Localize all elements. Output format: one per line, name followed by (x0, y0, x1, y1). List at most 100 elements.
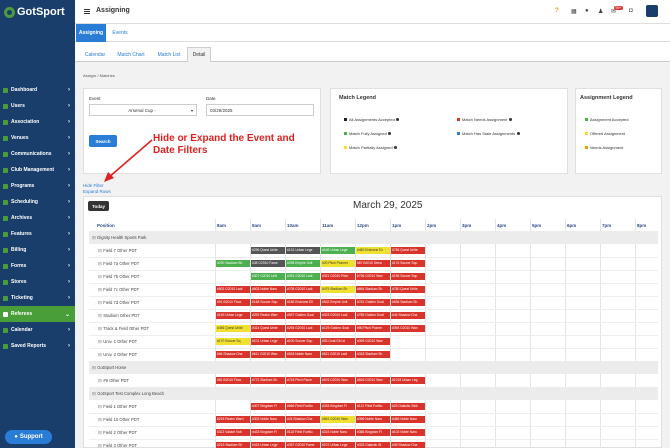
match-block[interactable]: #44 Shadow Cha (391, 312, 425, 319)
collapse-toggle-icon[interactable]: ⊟ (98, 429, 102, 435)
match-block[interactable]: #780 Quest Unite (391, 286, 425, 293)
field-name[interactable]: ⊟ Stadium Other PDT (98, 309, 140, 322)
hide-filter-link[interactable]: Hide Filter (83, 183, 104, 188)
collapse-toggle-icon[interactable]: ⊟ (98, 403, 102, 409)
field-name[interactable]: ⊟ Field 1 Other PDT (98, 400, 137, 413)
sidebar-item-club-management[interactable]: Club Management › (0, 162, 75, 178)
match-block[interactable]: #91 B2010 Floor (216, 299, 250, 306)
sidebar-item-scheduling[interactable]: Scheduling › (0, 194, 75, 210)
sidebar-item-users[interactable]: Users › (0, 98, 75, 114)
match-block[interactable]: #101 Urban Lege (251, 338, 285, 345)
field-name[interactable]: ⊟ #9 Other PDT (98, 374, 129, 387)
field-name[interactable]: ⊟ Field 2 Other PDT (98, 426, 137, 439)
search-button[interactable]: Search (89, 135, 117, 147)
tab-match-list[interactable]: Match List (157, 51, 181, 58)
field-name[interactable]: ⊟ Field 7b Other PDT (98, 270, 139, 283)
match-block[interactable]: #213 Stadium Sh (216, 442, 250, 448)
match-block[interactable]: #632 Empire Unit (321, 299, 355, 306)
match-block[interactable]: #761 Golden Goal (356, 299, 390, 306)
grid-icon[interactable]: ▦ (571, 9, 577, 15)
chat-icon[interactable]: ◘ (629, 8, 633, 14)
collapse-toggle-icon[interactable]: ⊟ (98, 416, 102, 422)
match-block[interactable]: #736 G2010 Wan (356, 273, 390, 280)
match-block[interactable]: #186 Endzone Ell (286, 299, 320, 306)
sidebar-item-saved-reports[interactable]: Saved Reports › (0, 338, 75, 354)
collapse-toggle-icon[interactable]: ⊟ (98, 299, 102, 305)
match-block[interactable]: #294 G2010 Ladi (286, 325, 320, 332)
match-block[interactable]: #816 G2010 Wan (356, 377, 390, 384)
match-block[interactable]: #155 Soccer Squ (391, 273, 425, 280)
match-block[interactable]: #292 Realm Warr (251, 312, 285, 319)
match-block[interactable]: #112 Field Fortitu (356, 403, 390, 410)
match-block[interactable]: #415 Urban Lege (251, 442, 285, 448)
collapse-toggle-icon[interactable]: ⊟ (98, 338, 102, 344)
date-input[interactable]: 03/29/2025 (206, 104, 314, 116)
match-block[interactable]: #537 Golden Goal (286, 312, 320, 319)
sidebar-item-dashboard[interactable]: Dashboard › (0, 82, 75, 98)
match-block[interactable]: #103 Noble Naru (391, 429, 425, 436)
collapse-toggle-icon[interactable]: ⊟ (98, 286, 102, 292)
event-select[interactable]: Arsenal Cup - ▾ (89, 104, 197, 116)
field-name[interactable]: ⊟ Track & Field Other PDT (98, 322, 149, 335)
match-block[interactable]: #511 G2010 Ladi (321, 351, 355, 358)
hamburger-menu-icon[interactable] (84, 9, 90, 14)
match-block[interactable]: #168 Soccer Squ (251, 299, 285, 306)
match-block[interactable]: #251 G2010 Ladi (286, 273, 320, 280)
info-icon[interactable] (508, 118, 512, 121)
field-name[interactable]: ⊟ Field 3 Other PDT (98, 439, 137, 448)
match-block[interactable]: #314 Quest Unite (251, 325, 285, 332)
field-name[interactable]: ⊟ Field 7c Other PDT (98, 283, 139, 296)
match-block[interactable]: #765 Golden Goal (356, 312, 390, 319)
match-block[interactable]: #303 Noble Naru (251, 416, 285, 423)
mail-icon[interactable]: ✉ (611, 9, 617, 15)
info-icon[interactable] (396, 118, 400, 121)
match-block[interactable]: #290 Stadium Sh (216, 260, 250, 267)
match-block[interactable]: #170 Soccer Sq (216, 338, 250, 345)
sidebar-item-association[interactable]: Association › (0, 114, 75, 130)
match-block[interactable]: #456 Quest Unite (216, 325, 250, 332)
user-icon[interactable]: ● (585, 8, 589, 14)
sidebar-item-programs[interactable]: Programs › (0, 178, 75, 194)
field-name[interactable]: ⊟ Field 7d Other PDT (98, 296, 139, 309)
match-block[interactable]: #433 Kingdom Fl (251, 429, 285, 436)
match-block[interactable]: #64 Shadow Cha (216, 351, 250, 358)
field-name[interactable]: ⊟ Field 10 Other PDT (98, 413, 139, 426)
collapse-toggle-icon[interactable]: ⊟ (98, 377, 102, 383)
match-block[interactable]: #100 Soccer Squ (286, 338, 320, 345)
match-block[interactable]: #24 Shadow Cha (286, 416, 320, 423)
match-block[interactable]: #118 Field Fortitu (286, 429, 320, 436)
match-block[interactable]: #399 G2010 Wan (356, 338, 390, 345)
sidebar-item-communications[interactable]: Communications › (0, 146, 75, 162)
sidebar-item-calendar[interactable]: Calendar › (0, 322, 75, 338)
match-block[interactable]: #603 Noble Naru (251, 286, 285, 293)
venue-name[interactable]: ⊟ GotSport Home (92, 361, 126, 374)
match-block[interactable]: #313 Valiant Vult (216, 429, 250, 436)
help-icon[interactable]: ? (555, 8, 559, 14)
support-button[interactable]: ● Support (5, 430, 52, 444)
match-block[interactable]: #315 G2010 Ladi (321, 312, 355, 319)
match-block[interactable]: #664 Stadium Sh (356, 286, 390, 293)
match-block[interactable]: #67 B2010 Strea (356, 260, 390, 267)
match-block[interactable]: #23 Galactic Strik (391, 403, 425, 410)
match-block[interactable]: #20 Pitch Pioneer (321, 260, 355, 267)
today-button[interactable]: Today (88, 201, 109, 211)
match-block[interactable]: #433 Kingdom Fl (321, 403, 355, 410)
match-block[interactable]: #394 G2010 Wan (391, 325, 425, 332)
tab-assigning[interactable]: Assigning (76, 24, 106, 42)
field-name[interactable]: ⊟ Univ. 1 Other PDT (98, 335, 137, 348)
gotsport-logo[interactable]: GotSport (4, 4, 65, 20)
match-block[interactable]: #611 G2010 Wan (251, 351, 285, 358)
match-block[interactable]: #296 Quest Unite (251, 247, 285, 254)
match-block[interactable]: #479 Stadium Sh (321, 286, 355, 293)
match-block[interactable]: #1015 Urban Leg (391, 377, 425, 384)
match-block[interactable]: #131 Urban Lege (286, 247, 320, 254)
match-block[interactable]: #366 Kingdom Fl (356, 429, 390, 436)
match-block[interactable]: #708 G2010 Ladi (286, 286, 320, 293)
field-name[interactable]: ⊟ Univ. 2 Other PDT (98, 348, 137, 361)
collapse-toggle-icon[interactable]: ⊟ (92, 390, 96, 396)
people-icon[interactable]: ♟ (598, 9, 604, 15)
match-block[interactable]: #561 G2010 Wan (321, 416, 355, 423)
match-block[interactable]: #502 G2010 Ladi (216, 286, 250, 293)
match-block[interactable]: #35 Shadow Cha (391, 442, 425, 448)
sidebar-item-referees[interactable]: Referees ⌄ (0, 306, 75, 322)
